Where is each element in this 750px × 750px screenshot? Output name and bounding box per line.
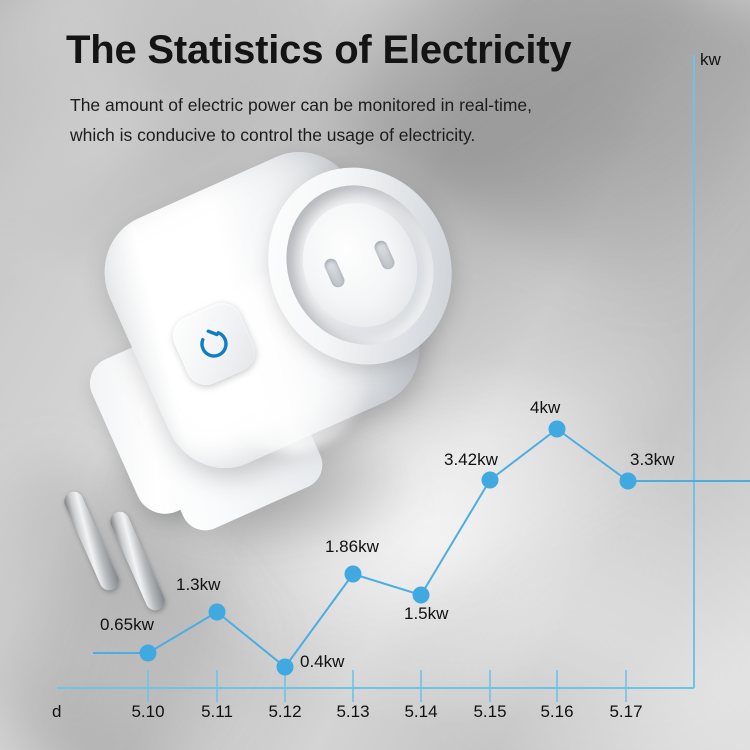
subtitle-line-2: which is conducive to control the usage … — [70, 125, 476, 145]
data-point-label: 1.5kw — [404, 604, 449, 623]
subtitle-line-1: The amount of electric power can be moni… — [70, 95, 533, 115]
x-tick-label: 5.17 — [609, 702, 643, 721]
data-point — [412, 586, 430, 604]
data-point-label: 3.3kw — [630, 450, 675, 469]
data-point-label: 4kw — [530, 398, 561, 417]
smart-plug-product-image — [60, 133, 483, 614]
x-tick-label: 5.14 — [404, 702, 438, 721]
page-title: The Statistics of Electricity — [66, 28, 572, 72]
x-tick-label: 5.12 — [268, 702, 302, 721]
x-tick-label: 5.16 — [540, 702, 574, 721]
data-point — [208, 603, 226, 621]
x-tick-label: 5.11 — [201, 702, 233, 721]
data-point-label: 0.65kw — [100, 615, 154, 634]
data-point — [276, 658, 294, 676]
x-tick-label: 5.15 — [473, 702, 507, 721]
data-point — [481, 471, 499, 489]
page-subtitle: The amount of electric power can be moni… — [70, 90, 532, 150]
power-icon — [186, 316, 241, 371]
data-point-label: 3.42kw — [444, 450, 498, 469]
y-axis-label: kw — [700, 50, 721, 69]
data-point-label: 1.3kw — [176, 575, 221, 594]
data-point-label: 1.86kw — [325, 537, 379, 556]
x-axis-label: d — [52, 702, 62, 721]
x-tick-label: 5.13 — [336, 702, 370, 721]
data-point — [548, 420, 566, 438]
data-point-label: 0.4kw — [300, 652, 345, 671]
data-point — [619, 472, 637, 490]
x-tick-label: 5.10 — [131, 702, 165, 721]
data-point — [139, 644, 157, 662]
